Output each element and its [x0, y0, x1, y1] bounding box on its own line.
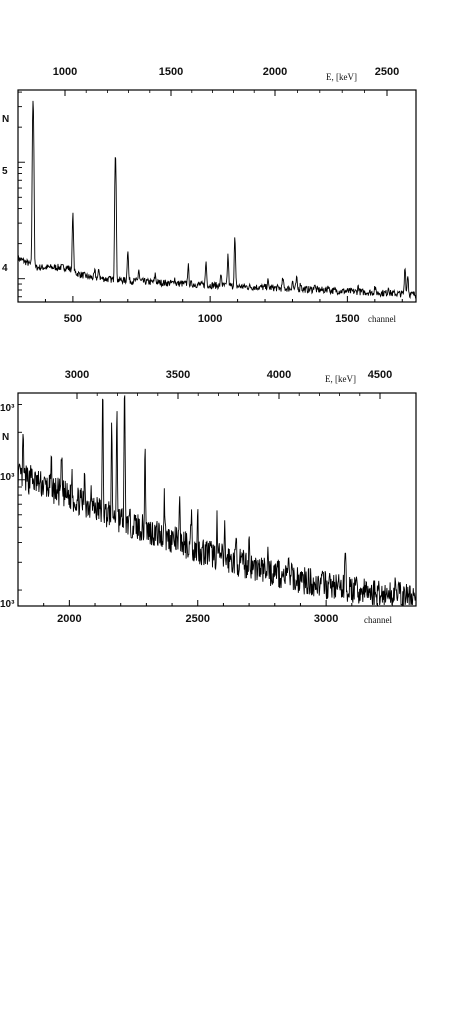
chart-1-plot-frame [17, 89, 417, 303]
chart-2-x2-label: E, [keV] [325, 374, 356, 384]
chart-2-x2-tick-label: 3000 [65, 369, 89, 381]
chart-1-x-tick-label: 500 [64, 313, 82, 325]
chart-2-x-label: channel [364, 615, 392, 625]
chart-2-x2-tick-label: 4500 [368, 369, 392, 381]
chart-1-x2-tick-label: 2500 [375, 66, 399, 78]
chart-2-y-tick-label: 10³ [0, 472, 15, 483]
chart-1-x2-tick-label: 1000 [53, 66, 77, 78]
chart-1-x2-tick-label: 1500 [159, 66, 183, 78]
chart-1-y-tick-label: 5 [2, 166, 8, 177]
chart-2-y-tick-label: 10³ [0, 403, 15, 414]
chart-2-spectrum-line [17, 395, 417, 606]
chart-2-plot-frame [17, 392, 417, 607]
chart-2-tick-labels: 2000 2500 3000 3000 3500 4000 4500 10³ 10³ 10³ [0, 369, 392, 625]
chart-1-tick-labels: 500 1000 1500 1000 1500 2000 2500 4 5 [2, 66, 399, 325]
chart-2-ticks [17, 393, 404, 606]
chart-1-x-tick-label: 1000 [198, 313, 222, 325]
chart-2-x2-tick-label: 4000 [267, 369, 291, 381]
chart-1-x-label: channel [368, 314, 396, 324]
chart-1-x2-tick-label: 2000 [263, 66, 287, 78]
chart-1-ticks [17, 90, 403, 302]
chart-2-x2-tick-label: 3500 [166, 369, 190, 381]
chart-2-x-tick-label: 2500 [185, 613, 209, 625]
chart-1: N 500 1000 1500 1000 1500 2000 2500 4 5 E, [keV]… [2, 66, 417, 325]
chart-2-y-label: N [2, 432, 9, 443]
chart-2-y-tick-label: 10³ [0, 599, 15, 610]
chart-2-x-tick-label: 2000 [57, 613, 81, 625]
chart-1-y-label: N [2, 114, 9, 125]
chart-1-x-tick-label: 1500 [335, 313, 359, 325]
chart-1-x2-label: E, [keV] [326, 72, 357, 82]
chart-1-spectrum-line [17, 100, 417, 299]
chart-2-x-tick-label: 3000 [314, 613, 338, 625]
chart-1-y-tick-label: 4 [2, 263, 8, 274]
